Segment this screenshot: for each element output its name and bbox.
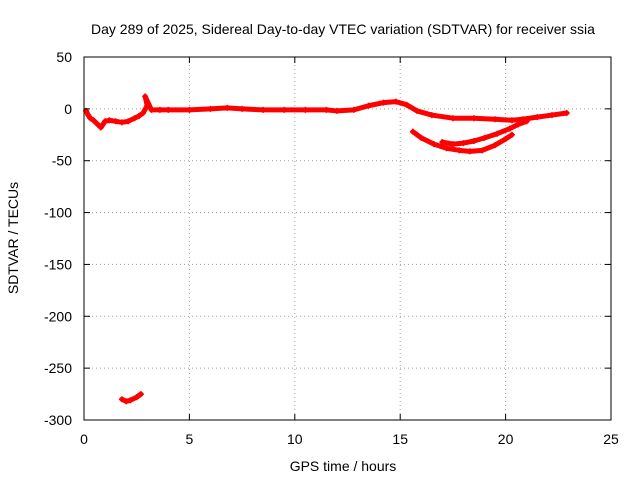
data-point <box>144 102 151 109</box>
data-series-3 <box>439 118 530 148</box>
data-point <box>133 394 140 401</box>
data-point <box>392 98 399 105</box>
data-point <box>470 138 477 145</box>
data-point <box>548 112 555 119</box>
axis-ticks: 0 5 10 15 20 25 50 0 -50 -100 -150 -200 -250 -300 <box>44 49 619 447</box>
x-tick-label: 0 <box>80 431 88 447</box>
data-point <box>224 104 231 111</box>
data-point <box>140 110 147 117</box>
data-point <box>186 106 193 113</box>
data-point <box>449 115 456 122</box>
data-point <box>156 106 163 113</box>
data-point <box>93 120 100 127</box>
data-point <box>494 130 501 137</box>
x-axis-label: GPS time / hours <box>290 458 397 474</box>
data-point <box>118 119 125 126</box>
data-point <box>239 105 246 112</box>
data-series-4 <box>118 391 144 405</box>
data-point <box>148 106 155 113</box>
data-point <box>85 112 92 119</box>
data-point <box>460 140 467 147</box>
data-point <box>470 115 477 122</box>
data-point <box>90 117 97 124</box>
data-point <box>106 117 113 124</box>
data-point <box>112 118 119 125</box>
data-point <box>409 128 416 135</box>
series-trace <box>410 129 515 154</box>
data-point <box>323 106 330 113</box>
data-point <box>466 148 473 155</box>
chart-title: Day 289 of 2025, Sidereal Day-to-day VTE… <box>91 21 595 37</box>
data-point <box>142 93 149 100</box>
data-point <box>97 124 104 131</box>
plot-frame <box>83 56 612 421</box>
data-point <box>430 141 437 148</box>
data-point <box>127 397 134 404</box>
y-tick-label: -250 <box>44 360 72 376</box>
data-point <box>137 391 144 398</box>
x-tick-label: 10 <box>287 431 303 447</box>
data-point <box>260 106 267 113</box>
data-point <box>380 99 387 106</box>
data-point <box>365 102 372 109</box>
data-point <box>523 118 530 125</box>
data-point <box>87 115 94 122</box>
x-tick-label: 20 <box>498 431 514 447</box>
y-tick-label: -150 <box>44 256 72 272</box>
data-point <box>302 106 309 113</box>
x-tick-label: 15 <box>392 431 408 447</box>
data-point <box>123 398 130 405</box>
y-axis-label: SDTVAR / TECUs <box>5 182 21 294</box>
data-point <box>449 141 456 148</box>
x-tick-label: 5 <box>186 431 194 447</box>
data-series <box>83 93 570 405</box>
data-point <box>508 131 515 138</box>
data-point <box>502 135 509 142</box>
data-point <box>414 107 421 114</box>
data-point <box>135 113 142 120</box>
data-point <box>515 121 522 128</box>
y-tick-label: 50 <box>56 49 72 65</box>
data-point <box>118 396 125 403</box>
data-point <box>506 125 513 132</box>
data-point <box>443 145 450 152</box>
data-point <box>456 147 463 154</box>
data-point <box>418 134 425 141</box>
data-point <box>403 101 410 108</box>
data-point <box>281 106 288 113</box>
y-tick-label: -100 <box>44 205 72 221</box>
y-tick-label: -300 <box>44 412 72 428</box>
data-point <box>492 116 499 123</box>
data-point <box>165 106 172 113</box>
data-point <box>102 118 109 125</box>
x-tick-label: 25 <box>603 431 619 447</box>
data-point <box>350 106 357 113</box>
data-point <box>333 107 340 114</box>
data-point <box>481 134 488 141</box>
data-point <box>439 139 446 146</box>
data-point <box>428 112 435 119</box>
data-point <box>125 118 132 125</box>
y-tick-label: -50 <box>52 153 72 169</box>
y-tick-label: -200 <box>44 308 72 324</box>
data-point <box>131 115 138 122</box>
data-point <box>534 114 541 121</box>
data-point <box>479 147 486 154</box>
data-series-2 <box>409 128 515 155</box>
data-point <box>492 142 499 149</box>
data-point <box>207 105 214 112</box>
data-series-1 <box>83 93 570 131</box>
data-point <box>508 117 515 124</box>
data-point <box>563 110 570 117</box>
y-tick-label: 0 <box>64 101 72 117</box>
